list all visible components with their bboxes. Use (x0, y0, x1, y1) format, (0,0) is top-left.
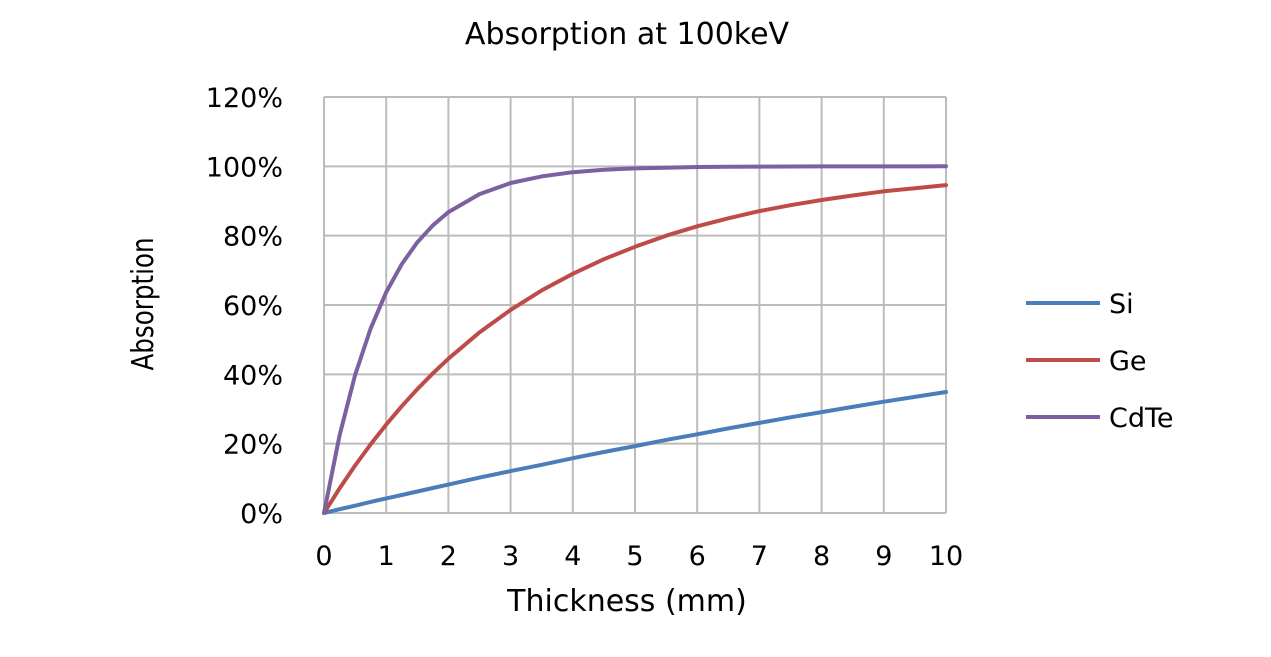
legend: Si Ge CdTe (1026, 289, 1174, 434)
chart-title: Absorption at 100keV (465, 17, 790, 52)
y-tick-labels: 0% 20% 40% 60% 80% 100% 120% (206, 83, 283, 530)
y-tick-label: 60% (223, 291, 283, 322)
legend-item-cdte: CdTe (1026, 403, 1174, 434)
y-tick-label: 80% (223, 222, 283, 253)
x-tick-labels: 0 1 2 3 4 5 6 7 8 9 10 (315, 541, 963, 572)
y-tick-label: 20% (223, 430, 283, 461)
x-tick-label: 1 (378, 541, 395, 572)
x-tick-label: 7 (751, 541, 768, 572)
y-tick-label: 120% (206, 83, 283, 114)
x-tick-label: 2 (440, 541, 457, 572)
legend-label: Ge (1109, 346, 1147, 377)
y-tick-label: 0% (240, 499, 283, 530)
x-tick-label: 0 (315, 541, 332, 572)
y-tick-label: 40% (223, 360, 283, 391)
x-tick-label: 9 (875, 541, 892, 572)
x-tick-label: 5 (626, 541, 643, 572)
series-line-si (322, 390, 948, 515)
y-axis-label: Absorption (127, 237, 161, 370)
x-axis-label: Thickness (mm) (506, 584, 747, 619)
series-line-cdte (322, 164, 948, 515)
legend-item-si: Si (1026, 289, 1134, 320)
x-tick-label: 10 (929, 541, 963, 572)
legend-label: Si (1109, 289, 1134, 320)
series-line-ge (322, 183, 948, 515)
x-tick-label: 4 (564, 541, 581, 572)
x-tick-label: 3 (502, 541, 519, 572)
legend-label: CdTe (1109, 403, 1174, 434)
x-tick-label: 8 (813, 541, 830, 572)
series-lines (322, 164, 948, 515)
y-tick-label: 100% (206, 152, 283, 183)
x-tick-label: 6 (689, 541, 706, 572)
legend-item-ge: Ge (1026, 346, 1147, 377)
